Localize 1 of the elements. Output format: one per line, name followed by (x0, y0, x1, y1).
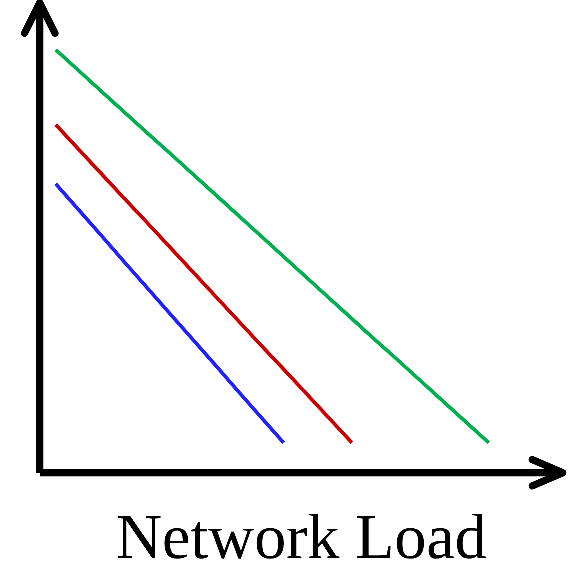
x-axis-title: Network Load (118, 514, 486, 559)
